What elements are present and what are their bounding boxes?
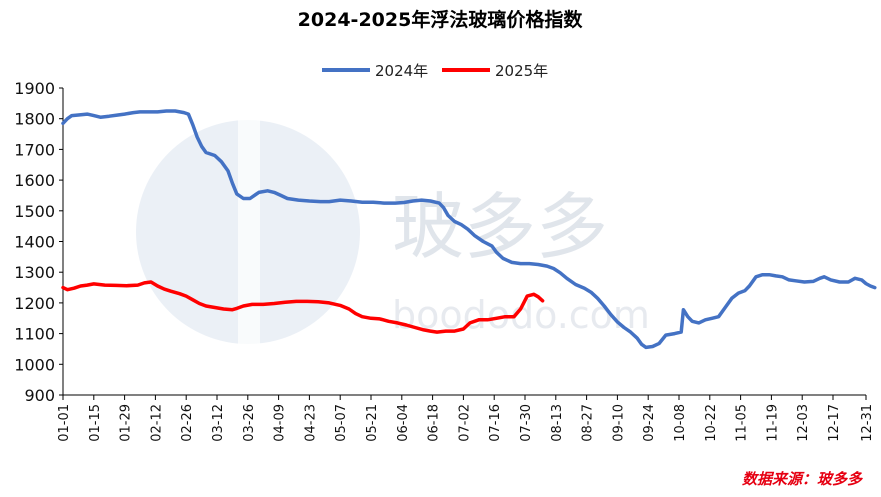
- x-tick-label: 01-15: [88, 404, 103, 442]
- source-label: 数据来源：玻多多: [742, 470, 863, 488]
- x-tick-label: 01-01: [57, 404, 72, 442]
- x-tick-label: 05-21: [365, 404, 380, 442]
- series-line-2024: [61, 109, 877, 350]
- watermark-site: boododo.com: [392, 293, 650, 337]
- y-tick-label: 1700: [14, 140, 55, 159]
- x-tick-label: 02-12: [149, 404, 164, 442]
- legend-label-2024: 2024年: [375, 62, 428, 80]
- chart-title: 2024-2025年浮法玻璃价格指数: [298, 8, 584, 31]
- y-tick-label: 1800: [14, 110, 55, 129]
- x-tick-label: 03-26: [242, 404, 257, 442]
- x-tick-label: 05-07: [334, 404, 349, 442]
- y-tick-label: 1500: [14, 202, 55, 221]
- y-tick-label: 1300: [14, 263, 55, 282]
- legend-label-2025: 2025年: [495, 62, 548, 80]
- y-tick-label: 900: [24, 386, 55, 405]
- y-tick-label: 1400: [14, 233, 55, 252]
- legend: 2024年 2025年: [322, 62, 548, 80]
- y-tick-label: 1900: [14, 79, 55, 98]
- x-tick-label: 12-17: [827, 404, 842, 442]
- x-tick-label: 09-10: [611, 404, 626, 442]
- x-tick-label: 03-12: [211, 404, 226, 442]
- x-tick-label: 07-16: [488, 404, 503, 442]
- x-tick-label: 01-29: [119, 404, 134, 442]
- x-tick-label: 04-23: [303, 404, 318, 442]
- x-tick-label: 07-30: [519, 404, 534, 442]
- x-tick-label: 12-03: [796, 404, 811, 442]
- x-tick-label: 09-24: [642, 404, 657, 442]
- y-tick-label: 1600: [14, 171, 55, 190]
- x-axis-ticks: 01-01 01-15 01-29 02-12 02-26 03-12 03-26 04-09…: [57, 395, 875, 442]
- y-tick-label: 1200: [14, 294, 55, 313]
- x-tick-label: 06-04: [396, 404, 411, 442]
- x-tick-label: 06-18: [427, 404, 442, 442]
- x-tick-label: 02-26: [180, 404, 195, 442]
- x-tick-label: 08-13: [550, 404, 565, 442]
- x-tick-label: 07-02: [457, 404, 472, 442]
- x-tick-label: 12-31: [860, 404, 875, 442]
- y-tick-label: 1000: [14, 355, 55, 374]
- x-tick-label: 11-05: [735, 404, 750, 442]
- x-tick-label: 11-19: [765, 404, 780, 442]
- y-tick-label: 1100: [14, 325, 55, 344]
- x-tick-label: 10-22: [704, 404, 719, 442]
- watermark-logo-bar: [238, 105, 260, 360]
- x-tick-label: 10-08: [673, 404, 688, 442]
- x-tick-label: 08-27: [581, 404, 596, 442]
- x-tick-label: 04-09: [273, 404, 288, 442]
- series-line-2025: [61, 280, 545, 334]
- y-axis-ticks: 900 1000 1100 1200 1300 1400 1500 1600 1700 1800 1…: [14, 79, 63, 405]
- series-layer: [61, 109, 877, 350]
